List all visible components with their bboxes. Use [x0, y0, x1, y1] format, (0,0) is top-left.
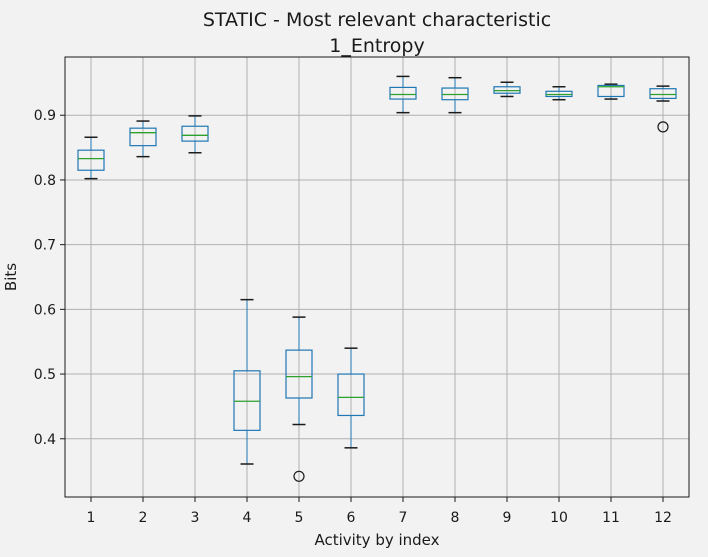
- box-group: [129, 120, 157, 158]
- grid-lines: [65, 57, 689, 497]
- x-tick-label: 7: [399, 510, 408, 526]
- y-tick-label: 0.9: [34, 108, 56, 124]
- y-tick-label: 0.8: [34, 173, 56, 189]
- box-iqr: [129, 127, 157, 147]
- box-group: [493, 81, 521, 98]
- y-tick-label: 0.5: [34, 367, 56, 383]
- box-group: [597, 83, 625, 100]
- y-axis-label: Bits: [2, 263, 20, 291]
- box-group: [233, 298, 261, 465]
- x-tick-label: 10: [550, 510, 568, 526]
- box-iqr: [597, 84, 625, 98]
- y-axis-ticks: 0.4 0.5 0.6 0.7 0.8 0.9: [34, 108, 65, 448]
- x-tick-label: 2: [139, 510, 148, 526]
- box-iqr: [77, 149, 105, 171]
- box-group: [181, 115, 209, 154]
- outlier-point: [657, 121, 669, 133]
- outlier-point: [293, 470, 305, 482]
- chart-title: STATIC - Most relevant characteristic: [203, 9, 551, 31]
- x-axis-label: Activity by index: [314, 531, 439, 549]
- x-tick-label: 1: [87, 510, 96, 526]
- box-iqr: [649, 88, 677, 100]
- box-group: [545, 86, 573, 101]
- box-iqr: [389, 86, 417, 100]
- x-tick-label: 12: [654, 510, 672, 526]
- y-tick-label: 0.4: [34, 432, 56, 448]
- box-group: [441, 76, 469, 114]
- x-tick-label: 9: [503, 510, 512, 526]
- chart-subtitle: 1_Entropy: [329, 35, 424, 57]
- box-group: [285, 316, 313, 482]
- box-group: [77, 136, 105, 180]
- y-tick-label: 0.6: [34, 302, 56, 318]
- x-tick-label: 5: [295, 510, 304, 526]
- boxes-layer: [77, 75, 677, 482]
- box-group: [649, 85, 677, 133]
- box-iqr: [181, 125, 209, 142]
- box-group: [337, 347, 365, 449]
- x-axis-ticks: 1 2 3 4 5 6 7 8 9 10 11 12: [87, 497, 672, 526]
- y-tick-label: 0.7: [34, 238, 56, 254]
- x-tick-label: 8: [451, 510, 460, 526]
- box-iqr: [285, 349, 313, 399]
- x-tick-label: 6: [347, 510, 356, 526]
- x-tick-label: 4: [243, 510, 252, 526]
- box-iqr: [337, 373, 365, 417]
- x-tick-label: 11: [602, 510, 620, 526]
- plot-frame: [64, 56, 690, 498]
- box-group: [389, 75, 417, 114]
- x-tick-label: 3: [191, 510, 200, 526]
